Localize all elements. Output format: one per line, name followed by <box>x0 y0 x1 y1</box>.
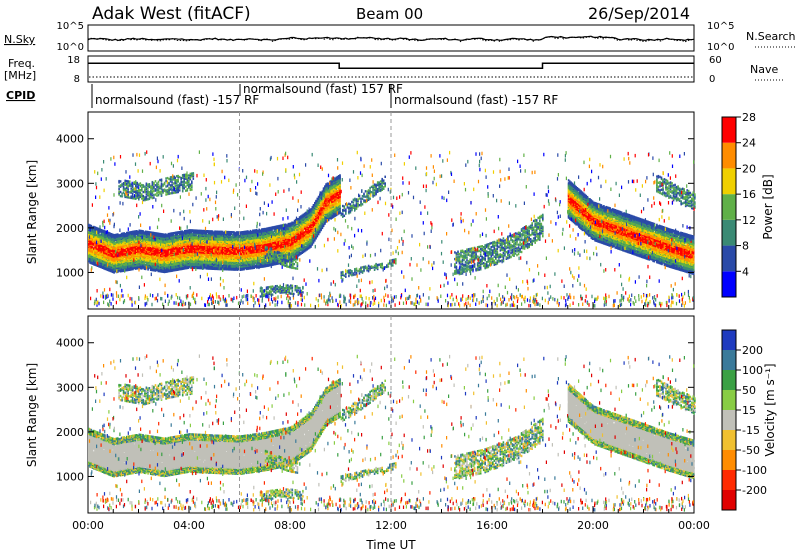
site-title: Adak West (fitACF) <box>92 4 251 24</box>
beam-title: Beam 00 <box>356 5 423 23</box>
noise-ytick-left-top: 10^5 <box>57 21 84 32</box>
nave-label: Nave <box>750 63 778 76</box>
cpid-mode-2: normalsound (fast) 157 RF <box>243 82 403 96</box>
date-title: 26/Sep/2014 <box>588 4 690 23</box>
noise-panel: N.Sky 10^5 10^0 10^5 10^0 N.Search <box>4 21 796 53</box>
frequency-series <box>88 63 694 68</box>
frequency-panel-frame <box>88 56 694 82</box>
cpid-label: CPID <box>6 89 35 102</box>
noise-ytick-right-bottom: 10^0 <box>707 42 734 53</box>
noise-left-label: N.Sky <box>4 33 36 46</box>
cpid-mode-1: normalsound (fast) -157 RF <box>95 93 259 107</box>
frequency-ytick-right-top: 60 <box>709 55 722 66</box>
noise-right-label: N.Search <box>746 30 796 43</box>
cpid-mode-3: normalsound (fast) -157 RF <box>394 93 558 107</box>
noise-ytick-left-bottom: 10^0 <box>57 42 84 53</box>
frequency-label-unit: [MHz] <box>4 69 36 82</box>
frequency-panel: Freq. [MHz] 18 8 60 0 Nave <box>4 55 785 85</box>
frequency-ytick-left-top: 18 <box>67 55 80 66</box>
noise-ytick-right-top: 10^5 <box>707 21 734 32</box>
noise-sky-series <box>88 36 694 40</box>
cpid-panel: CPID normalsound (fast) -157 RF normalso… <box>6 82 558 108</box>
frequency-ytick-left-bottom: 8 <box>74 74 80 85</box>
frequency-ytick-right-bottom: 0 <box>709 74 715 85</box>
